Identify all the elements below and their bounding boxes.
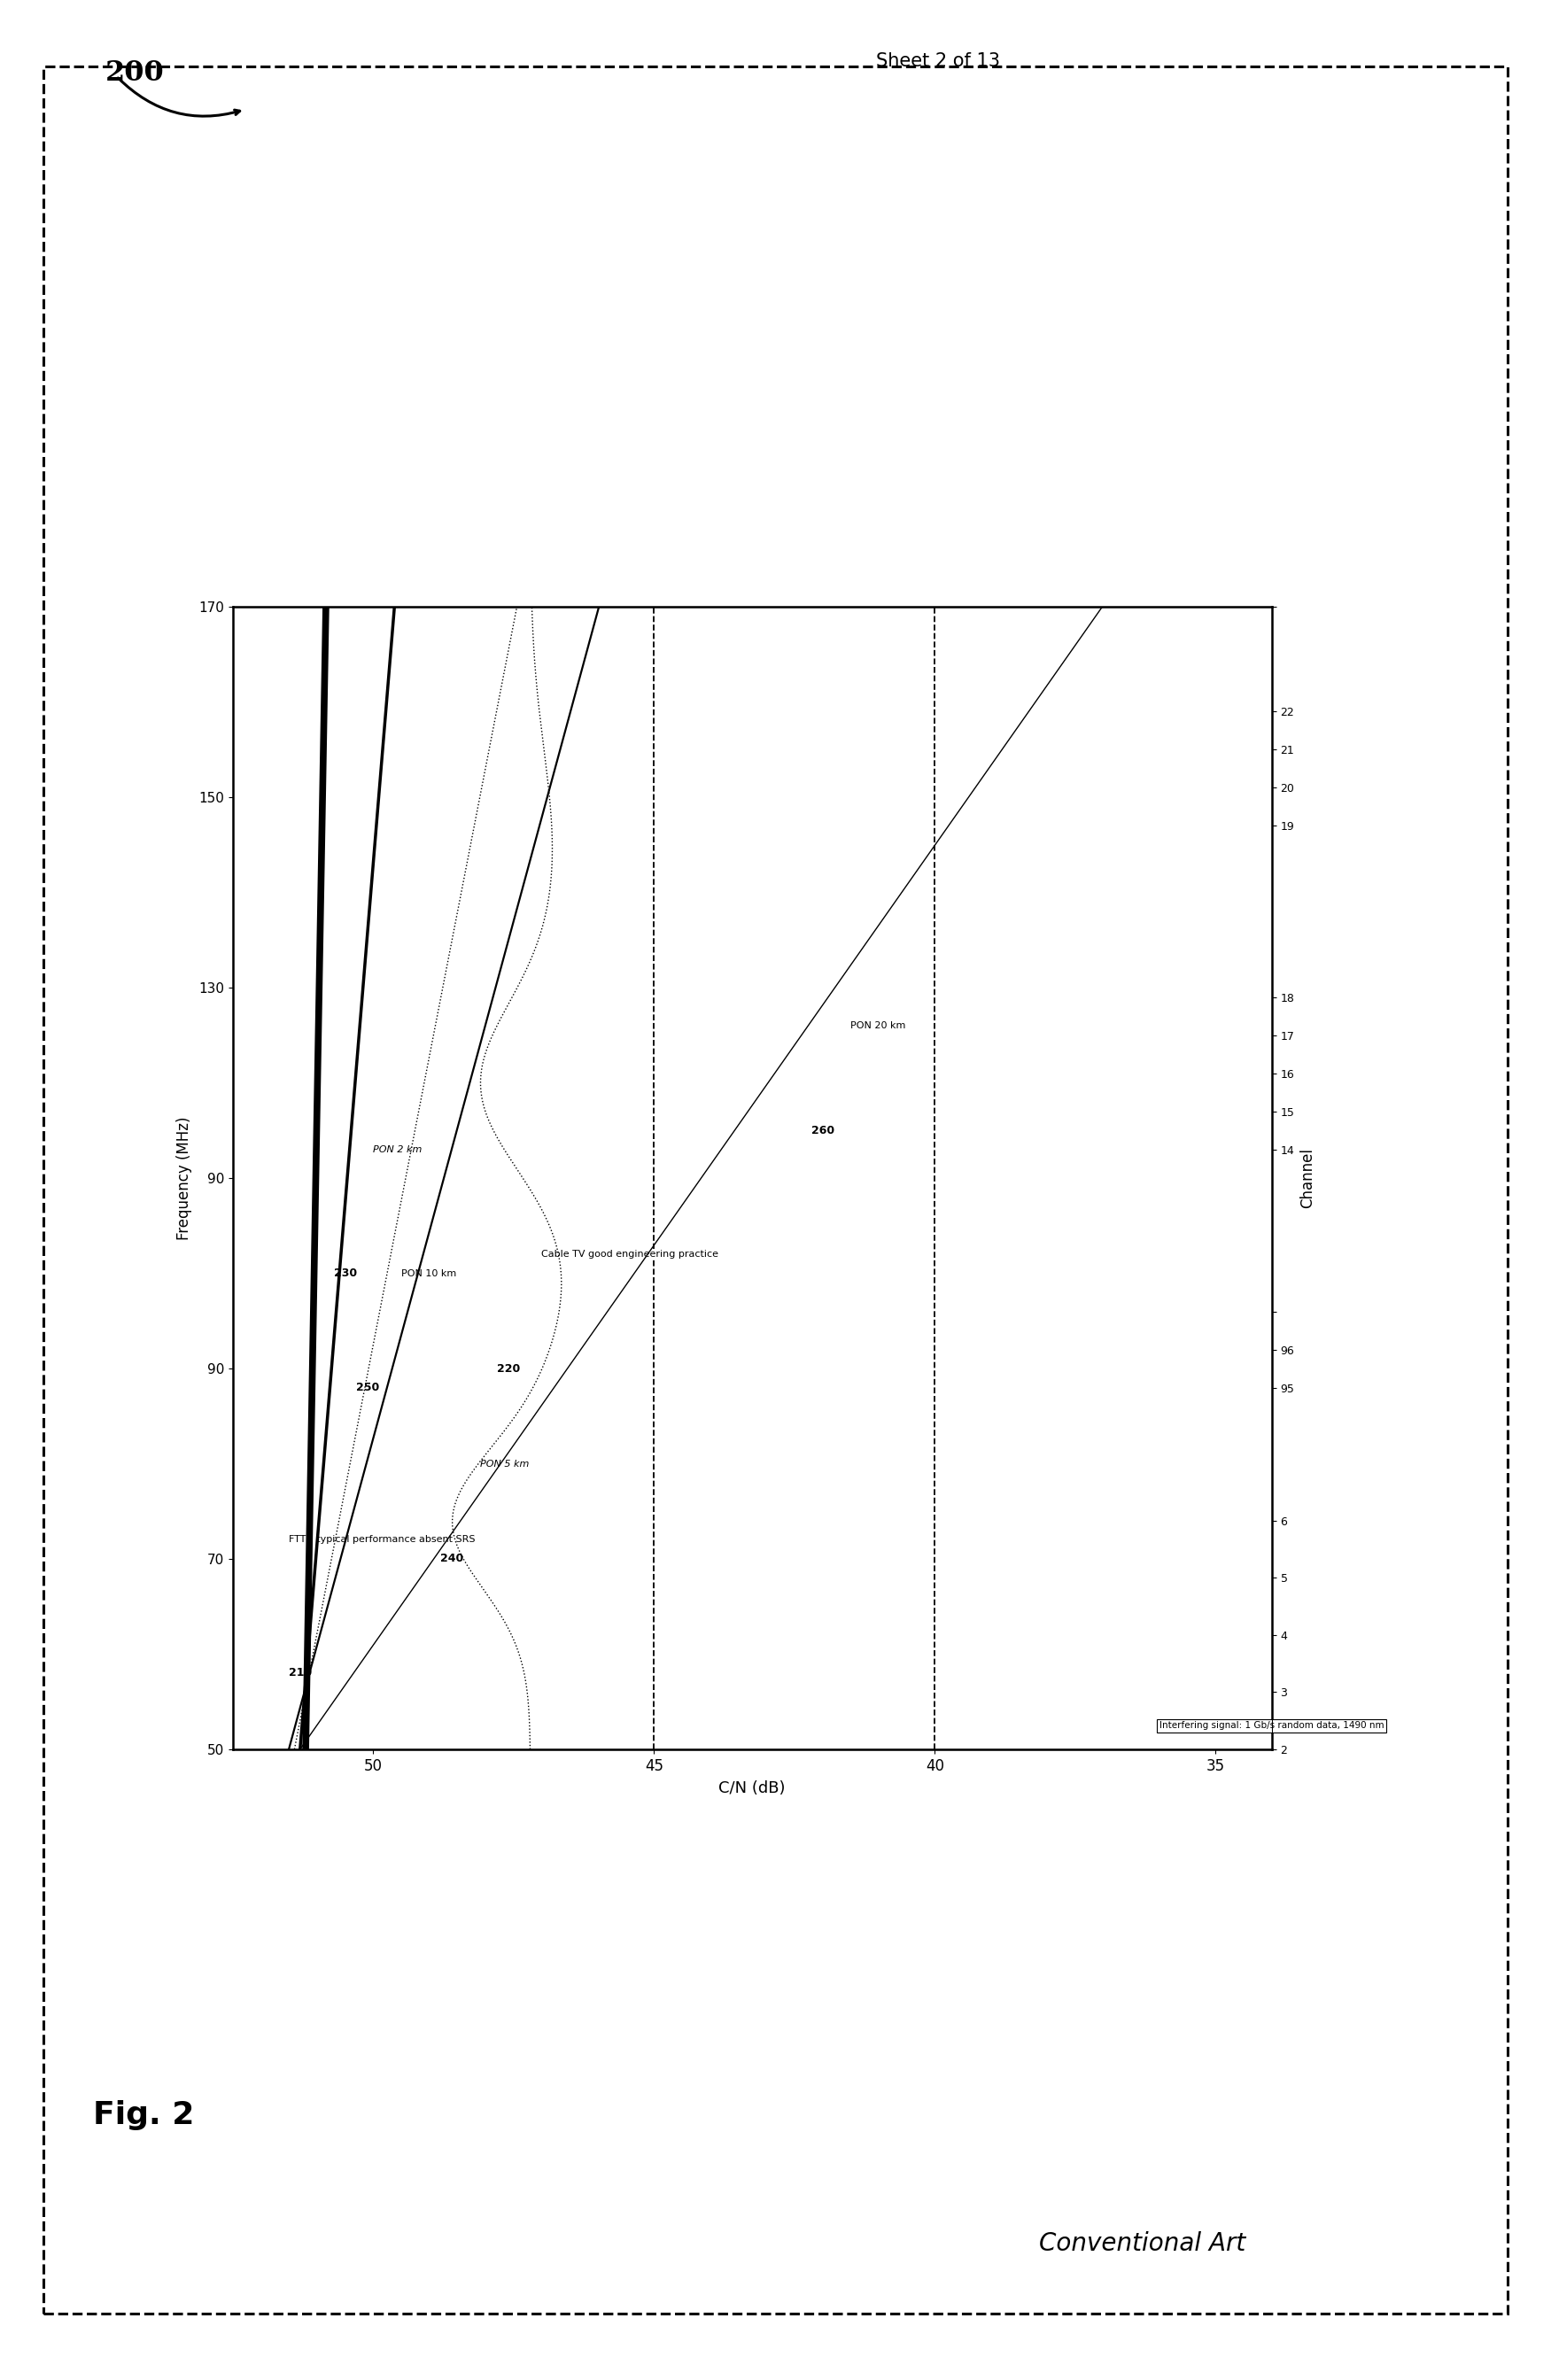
Text: PON 2 km: PON 2 km [374, 1145, 422, 1154]
Text: Fig. 2: Fig. 2 [93, 2099, 194, 2130]
Text: Conventional Art: Conventional Art [1039, 2232, 1245, 2256]
Text: 260: 260 [811, 1126, 834, 1135]
Text: Sheet 2 of 13: Sheet 2 of 13 [876, 52, 1000, 69]
Y-axis label: Frequency (MHz): Frequency (MHz) [177, 1116, 192, 1240]
Text: 210: 210 [288, 1668, 312, 1678]
Text: Interfering signal: 1 Gb/s random data, 1490 nm: Interfering signal: 1 Gb/s random data, … [1160, 1721, 1383, 1730]
Text: 200: 200 [105, 59, 164, 88]
Text: 230: 230 [333, 1269, 357, 1278]
Text: 220: 220 [496, 1364, 520, 1373]
Text: Cable TV good engineering practice: Cable TV good engineering practice [541, 1250, 718, 1259]
Text: PON 20 km: PON 20 km [850, 1021, 906, 1031]
Text: 240: 240 [440, 1554, 464, 1564]
Y-axis label: Channel: Channel [1300, 1147, 1315, 1209]
Text: FTTH typical performance absent SRS: FTTH typical performance absent SRS [288, 1535, 475, 1545]
X-axis label: C/N (dB): C/N (dB) [718, 1780, 786, 1797]
Text: PON 5 km: PON 5 km [479, 1459, 529, 1468]
Text: PON 10 km: PON 10 km [402, 1269, 456, 1278]
Text: 250: 250 [357, 1383, 380, 1392]
